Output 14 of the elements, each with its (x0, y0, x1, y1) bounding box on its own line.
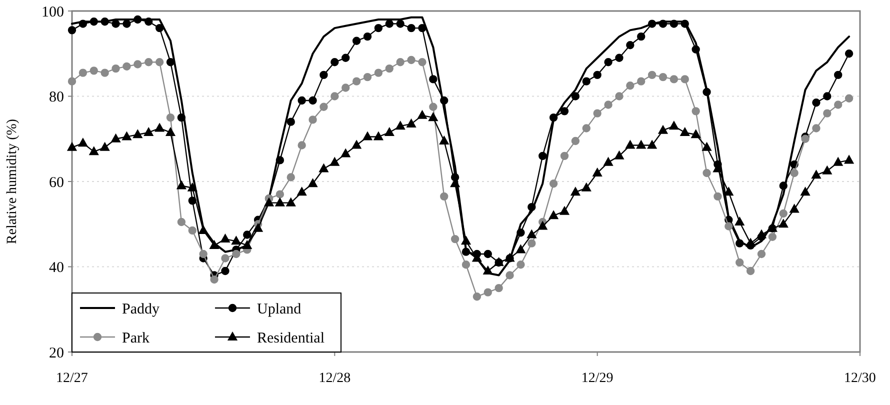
y-tick-label: 40 (49, 260, 64, 276)
y-axis-title: Relative humidity (%) (5, 118, 20, 244)
y-tick-label: 20 (49, 345, 64, 362)
x-tick-label: 12/30 (844, 371, 876, 386)
legend-label: Park (122, 330, 150, 346)
x-tick-label: 12/29 (581, 371, 614, 386)
x-tick-label: 12/28 (318, 371, 351, 386)
y-tick-label: 100 (42, 4, 64, 20)
y-tick-label: 60 (49, 174, 64, 191)
legend-label: Upland (257, 301, 302, 318)
x-tick-label: 12/27 (56, 371, 88, 386)
y-tick-label: 80 (49, 90, 64, 106)
legend-label: Paddy (122, 301, 160, 318)
legend-label: Residential (257, 330, 324, 346)
